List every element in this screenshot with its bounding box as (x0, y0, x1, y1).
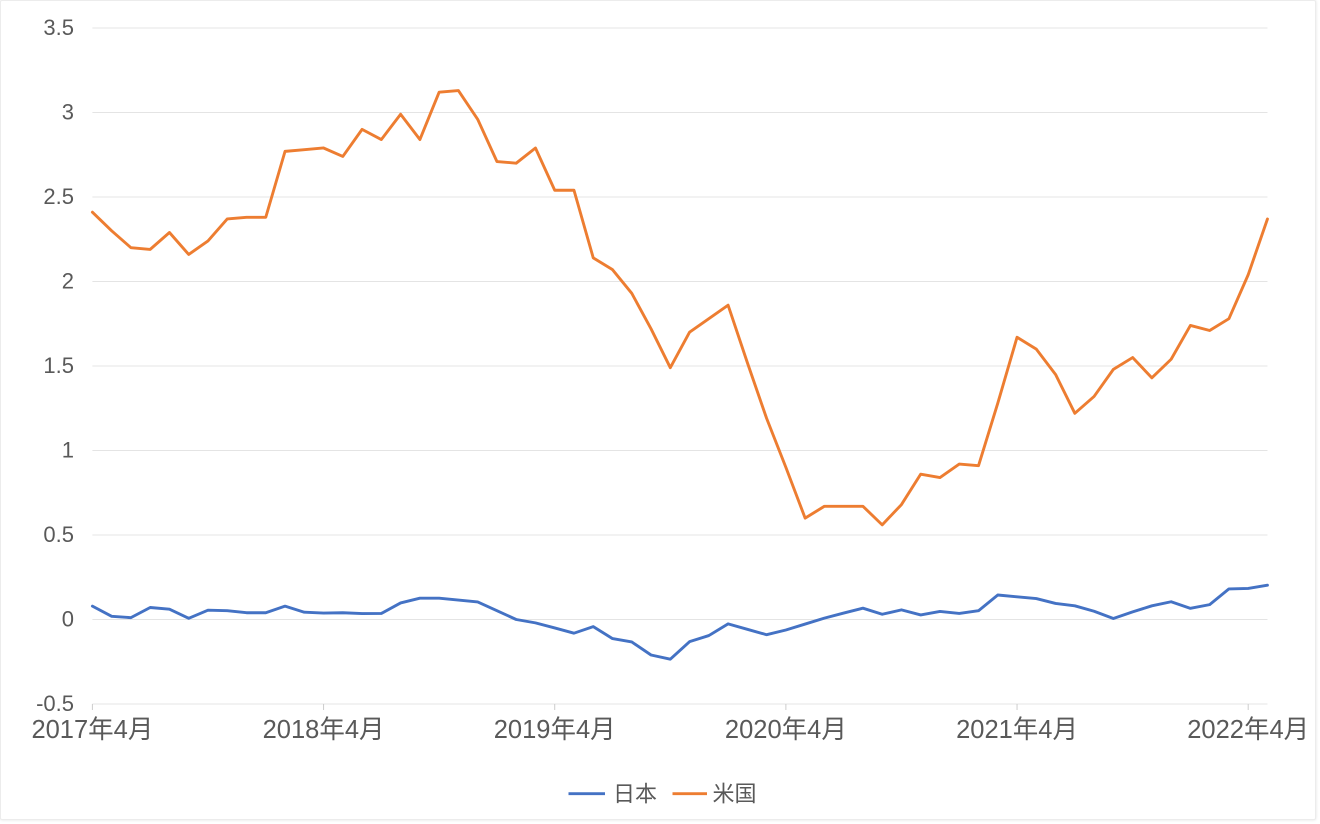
svg-text:1: 1 (62, 438, 74, 463)
svg-text:米国: 米国 (713, 782, 757, 807)
svg-text:2017年4月: 2017年4月 (31, 716, 153, 744)
svg-text:3: 3 (62, 100, 74, 125)
svg-text:2021年4月: 2021年4月 (956, 716, 1078, 744)
svg-text:1.5: 1.5 (43, 353, 74, 378)
svg-text:0.5: 0.5 (43, 522, 74, 547)
svg-text:3.5: 3.5 (43, 15, 74, 40)
svg-text:2.5: 2.5 (43, 184, 74, 209)
svg-text:2022年4月: 2022年4月 (1187, 716, 1309, 744)
svg-text:2: 2 (62, 269, 74, 294)
svg-text:0: 0 (62, 607, 74, 632)
svg-text:-0.5: -0.5 (36, 691, 74, 716)
svg-text:2018年4月: 2018年4月 (263, 716, 385, 744)
svg-text:日本: 日本 (613, 782, 657, 807)
svg-text:2019年4月: 2019年4月 (494, 716, 616, 744)
svg-text:2020年4月: 2020年4月 (725, 716, 847, 744)
